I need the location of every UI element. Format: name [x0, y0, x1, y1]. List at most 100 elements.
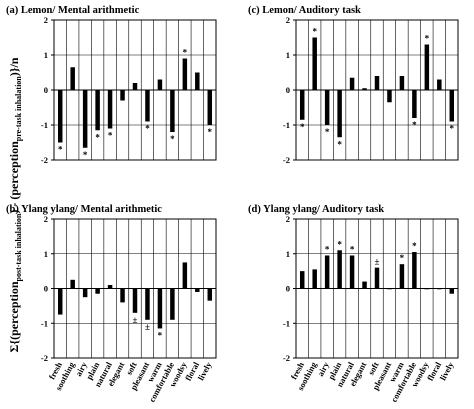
y-tick-label: -2 [41, 155, 48, 165]
bar-lively [207, 288, 213, 301]
significance-marker: * [412, 120, 417, 130]
category-label: lively [438, 360, 456, 382]
y-tick-label: 0 [44, 284, 48, 294]
panel-title: (a) Lemon/ Mental arithmetic [6, 5, 140, 16]
y-tick-label: 0 [44, 85, 48, 95]
bar-floral [195, 288, 200, 292]
y-label-part-3: )}/n [7, 57, 21, 76]
y-tick-label: 2 [44, 214, 48, 224]
significance-marker: * [400, 253, 405, 263]
panel-title: (c) Lemon/ Auditory task [248, 5, 361, 16]
significance-marker: ± [133, 315, 138, 325]
bar-lively [449, 90, 455, 122]
y-label-sub-1: post-task inhalation [14, 213, 23, 281]
y-tick-label: -2 [283, 155, 290, 165]
y-tick-label: -2 [41, 353, 48, 363]
bar-lively [449, 288, 455, 294]
panel-title: (b) Ylang ylang/ Mental arithmetic [6, 204, 162, 215]
panel-title: (d) Ylang ylang/ Auditory task [248, 204, 384, 215]
bar-woodsy [182, 58, 188, 90]
bar-airy [82, 288, 88, 298]
bar-elegant [362, 281, 367, 289]
bar-pleasant [387, 90, 392, 103]
significance-marker: * [450, 124, 455, 134]
bar-plain [95, 288, 100, 294]
y-tick-label: 0 [286, 85, 290, 95]
y-tick-label: 1 [44, 50, 48, 60]
significance-marker: * [145, 124, 150, 134]
y-tick-label: -1 [41, 120, 48, 130]
bar-elegant [120, 288, 125, 303]
significance-marker: ± [145, 322, 150, 332]
y-tick-label: -2 [283, 353, 290, 363]
bar-soft [132, 288, 138, 313]
y-tick-label: 1 [286, 50, 290, 60]
bar-floral [437, 288, 442, 290]
bar-fresh [299, 271, 305, 289]
bar-warm [399, 264, 405, 289]
panel-b-ylang-ylang-mental-arithmetic: (b) Ylang ylang/ Mental arithmetic -2 -1 0 1… [6, 204, 217, 404]
bar-soothing [312, 269, 317, 289]
bar-airy [82, 90, 88, 148]
panel-a-lemon-mental-arithmetic: (a) Lemon/ Mental arithmetic -2 -1 0 1 2 * * * * *… [6, 5, 217, 165]
panel-d-ylang-ylang-auditory-task: (d) Ylang ylang/ Auditory task-2-1012fre… [248, 204, 459, 404]
y-label-sub-2: pre-task inhalation [14, 76, 23, 142]
significance-marker: * [337, 139, 342, 149]
bar-soothing [312, 37, 317, 90]
bar-woodsy [424, 44, 430, 90]
bar-soothing [70, 67, 75, 90]
bar-elegant [362, 88, 367, 90]
y-label-part-1: Σ{(perception [7, 281, 21, 352]
bar-airy [324, 90, 330, 125]
bar-woodsy [424, 288, 430, 290]
bar-pleasant [387, 288, 392, 290]
panel-c-lemon-auditory-task: (c) Lemon/ Auditory task -2 -1 0 1 2 * * * * * * * [248, 5, 459, 165]
bar-pleasant [145, 288, 150, 320]
y-tick-label: 0 [286, 284, 290, 294]
significance-marker: * [300, 122, 305, 132]
y-tick-label: -1 [283, 318, 290, 328]
y-tick-label: 1 [286, 249, 290, 259]
bar-plain [95, 90, 100, 131]
significance-marker: * [337, 239, 342, 249]
significance-marker: * [108, 131, 113, 141]
bar-warm [157, 79, 163, 90]
significance-marker: * [425, 34, 430, 44]
significance-marker: * [412, 241, 417, 251]
category-label: lively [196, 360, 214, 382]
y-tick-label: 2 [44, 15, 48, 25]
bar-soothing [70, 279, 75, 289]
significance-marker: * [312, 27, 317, 37]
y-axis-label: Σ{(perceptionpost-task inhalation) - (pe… [7, 57, 23, 352]
y-tick-label: 1 [44, 249, 48, 259]
bar-floral [195, 72, 200, 90]
bar-elegant [120, 90, 125, 101]
y-tick-label: -1 [283, 120, 290, 130]
bar-soft [374, 267, 380, 289]
bar-airy [324, 255, 330, 289]
y-tick-label: -1 [41, 318, 48, 328]
y-tick-label: 2 [286, 15, 290, 25]
bar-plain [337, 250, 342, 289]
significance-marker: * [158, 330, 163, 340]
significance-marker: * [58, 145, 63, 155]
bar-comfortable [412, 90, 417, 118]
bar-woodsy [182, 262, 188, 289]
bar-soft [374, 76, 380, 90]
significance-marker: * [83, 150, 88, 160]
bar-fresh [57, 288, 63, 315]
y-label-part-2: ) - (perception [7, 141, 21, 214]
significance-marker: * [183, 48, 188, 58]
significance-marker: * [170, 134, 175, 144]
bar-plain [337, 90, 342, 138]
bar-lively [207, 90, 213, 125]
significance-marker: * [325, 244, 330, 254]
y-tick-label: 2 [286, 214, 290, 224]
bar-comfortable [170, 288, 175, 320]
bar-pleasant [145, 90, 150, 122]
bar-floral [437, 79, 442, 90]
bar-fresh [299, 90, 305, 120]
bar-natural [349, 77, 355, 90]
bar-natural [107, 90, 113, 129]
